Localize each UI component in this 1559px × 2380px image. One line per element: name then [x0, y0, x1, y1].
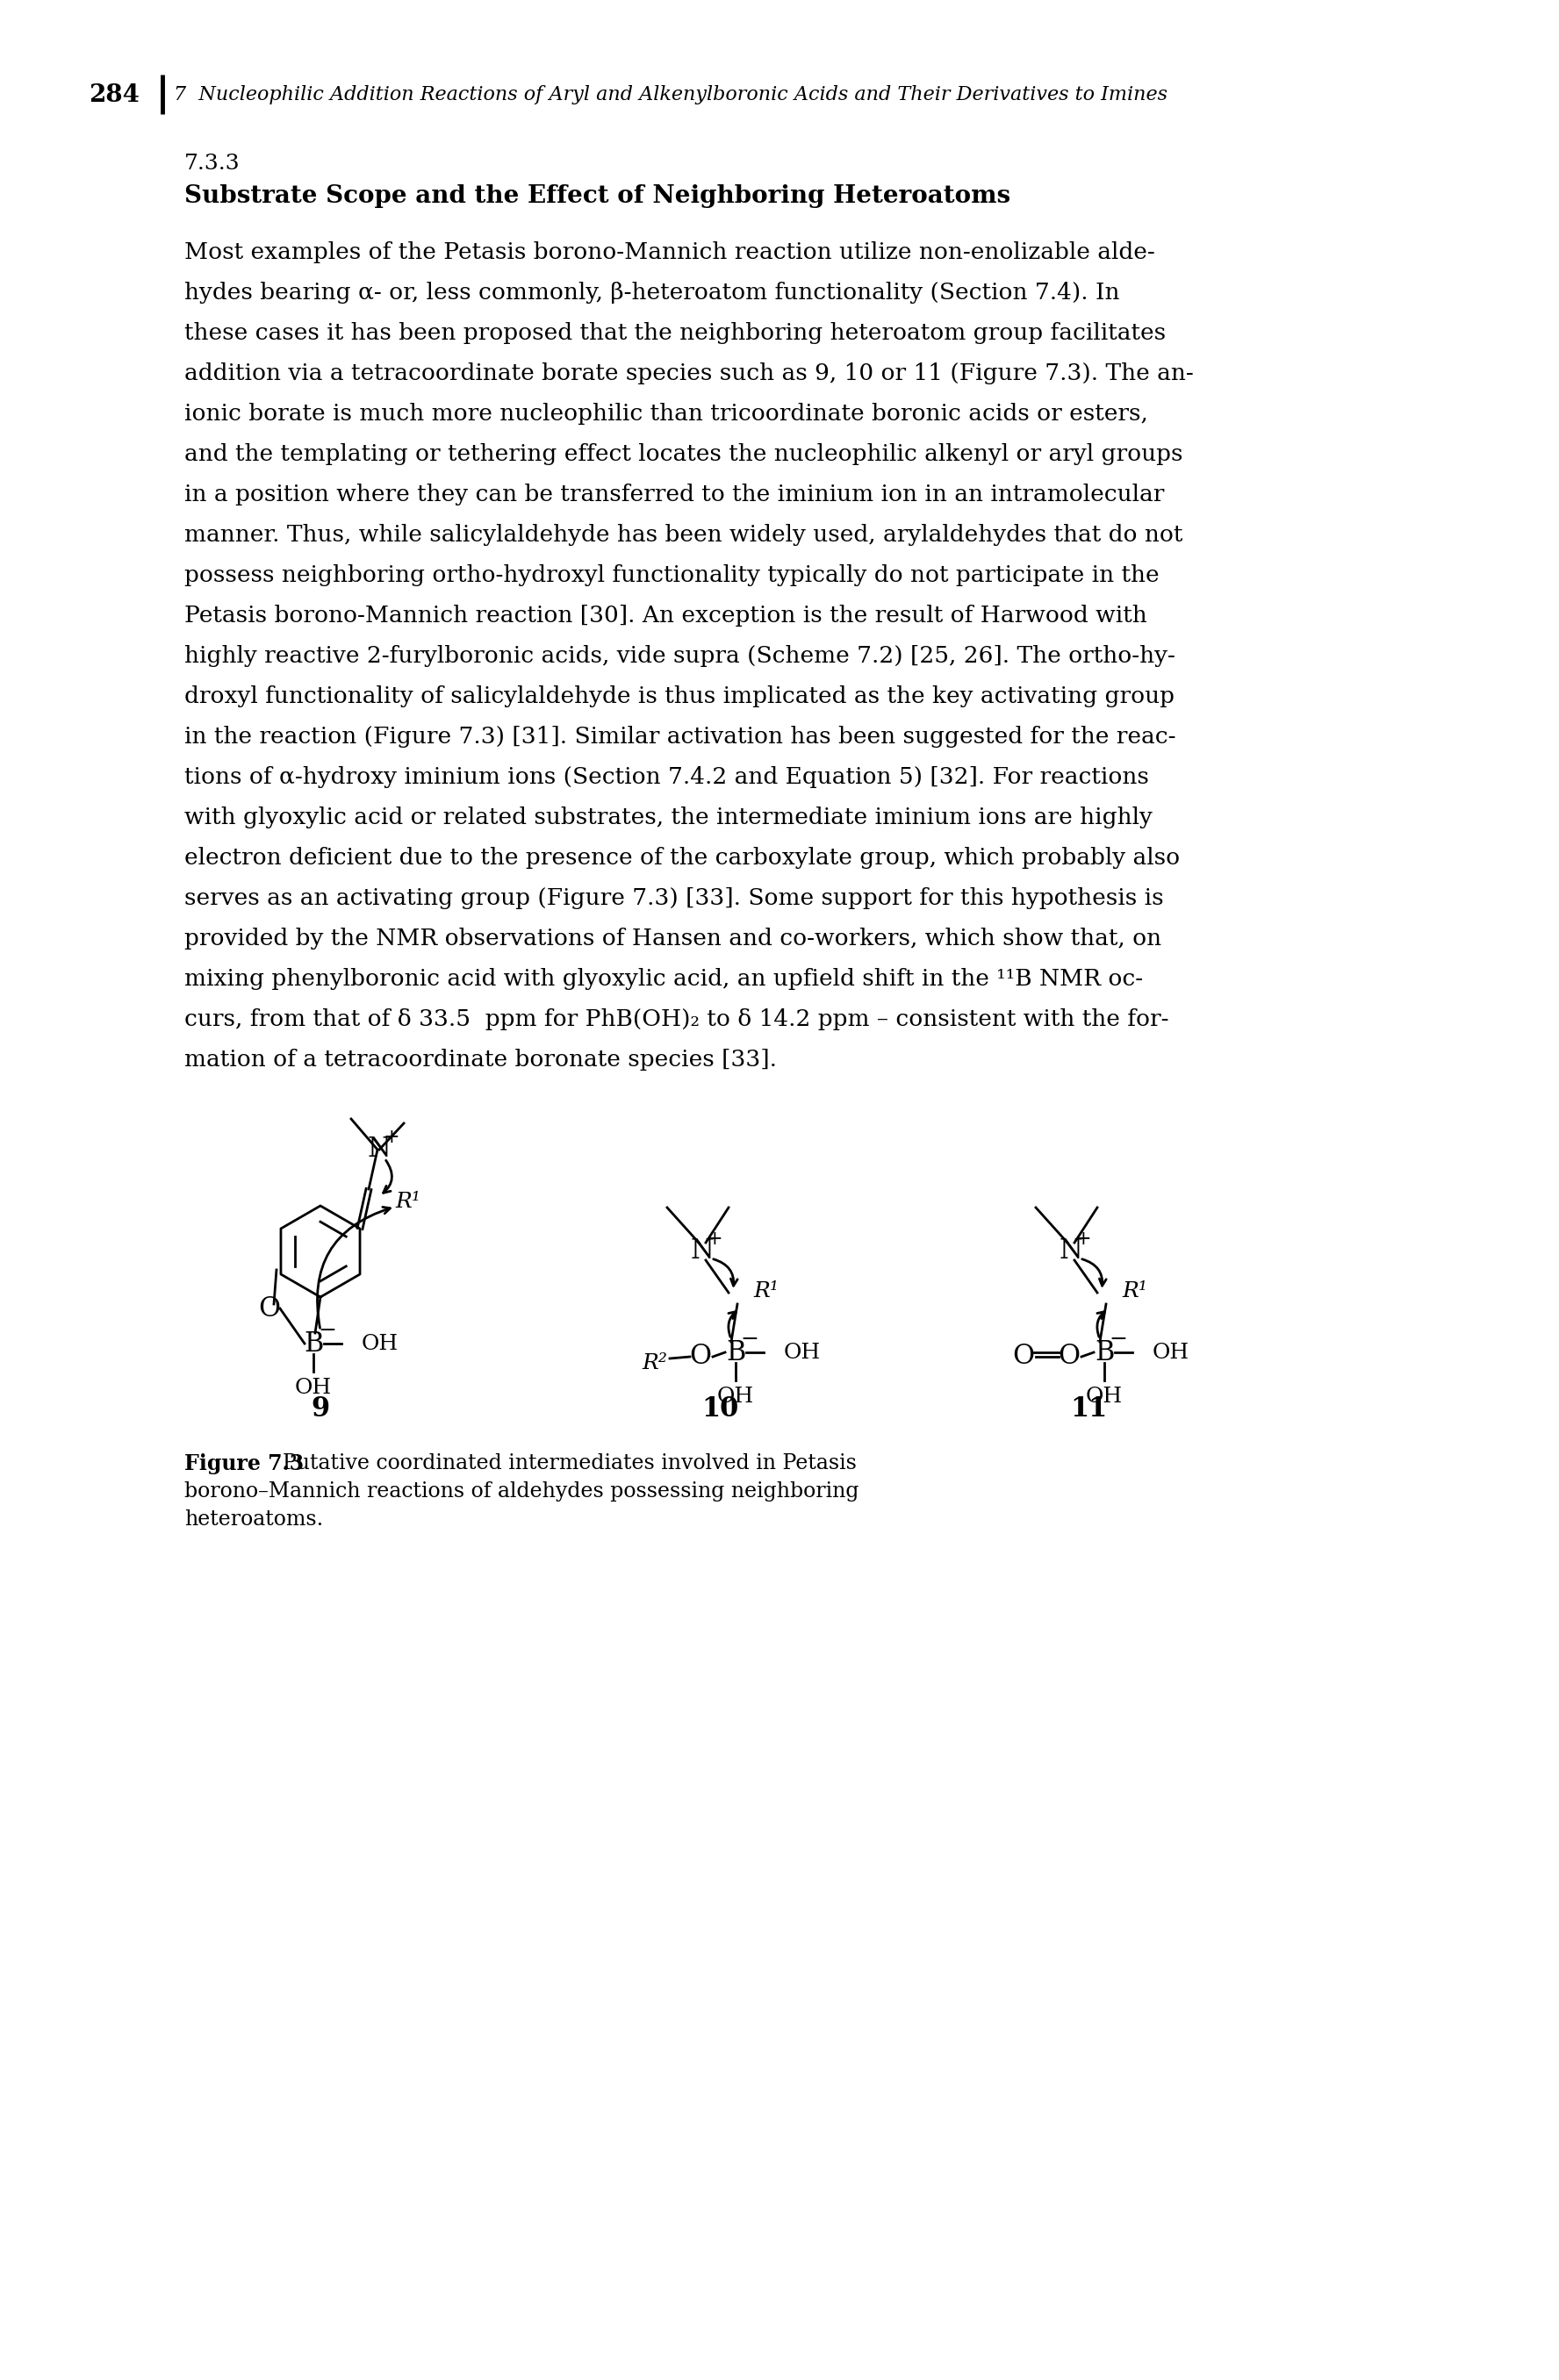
Text: electron deficient due to the presence of the carboxylate group, which probably : electron deficient due to the presence o…	[184, 847, 1180, 869]
Text: −: −	[741, 1330, 759, 1349]
Text: with glyoxylic acid or related substrates, the intermediate iminium ions are hig: with glyoxylic acid or related substrate…	[184, 807, 1152, 828]
Text: possess neighboring ortho-hydroxyl functionality typically do not participate in: possess neighboring ortho-hydroxyl funct…	[184, 564, 1160, 585]
Text: curs, from that of δ 33.5  ppm for PhB(OH)₂ to δ 14.2 ppm – consistent with the : curs, from that of δ 33.5 ppm for PhB(OH…	[184, 1009, 1169, 1031]
Text: OH: OH	[295, 1378, 332, 1397]
Text: N: N	[1059, 1238, 1082, 1266]
Text: O: O	[1059, 1342, 1080, 1371]
Text: OH: OH	[1152, 1342, 1190, 1361]
Text: borono–Mannich reactions of aldehydes possessing neighboring: borono–Mannich reactions of aldehydes po…	[184, 1480, 859, 1502]
Text: these cases it has been proposed that the neighboring heteroatom group facilitat: these cases it has been proposed that th…	[184, 321, 1166, 345]
Text: 284: 284	[89, 83, 139, 107]
Text: OH: OH	[362, 1333, 399, 1354]
Text: R¹: R¹	[1122, 1280, 1147, 1302]
Text: N: N	[368, 1135, 391, 1164]
Text: R¹: R¹	[753, 1280, 780, 1302]
Text: Figure 7.3: Figure 7.3	[184, 1454, 304, 1473]
Text: R²: R²	[642, 1354, 667, 1373]
Text: OH: OH	[1085, 1385, 1122, 1407]
Text: highly reactive 2-furylboronic acids, vide supra (Scheme 7.2) [25, 26]. The orth: highly reactive 2-furylboronic acids, vi…	[184, 645, 1175, 666]
Text: Substrate Scope and the Effect of Neighboring Heteroatoms: Substrate Scope and the Effect of Neighb…	[184, 183, 1010, 207]
Text: B: B	[304, 1330, 323, 1357]
Text: tions of α-hydroxy iminium ions (Section 7.4.2 and Equation 5) [32]. For reactio: tions of α-hydroxy iminium ions (Section…	[184, 766, 1149, 788]
Text: N: N	[691, 1238, 714, 1266]
Text: ionic borate is much more nucleophilic than tricoordinate boronic acids or ester: ionic borate is much more nucleophilic t…	[184, 402, 1147, 424]
Text: in the reaction (Figure 7.3) [31]. Similar activation has been suggested for the: in the reaction (Figure 7.3) [31]. Simil…	[184, 726, 1175, 747]
Text: 9: 9	[312, 1395, 329, 1423]
Text: +: +	[384, 1128, 399, 1147]
Text: 7.3.3: 7.3.3	[184, 155, 240, 174]
Text: OH: OH	[784, 1342, 822, 1361]
Text: −: −	[318, 1321, 337, 1342]
Text: mation of a tetracoordinate boronate species [33].: mation of a tetracoordinate boronate spe…	[184, 1050, 776, 1071]
Text: OH: OH	[717, 1385, 755, 1407]
Text: O: O	[689, 1342, 711, 1371]
Text: serves as an activating group (Figure 7.3) [33]. Some support for this hypothesi: serves as an activating group (Figure 7.…	[184, 888, 1163, 909]
Text: manner. Thus, while salicylaldehyde has been widely used, arylaldehydes that do : manner. Thus, while salicylaldehyde has …	[184, 524, 1183, 545]
Text: hydes bearing α- or, less commonly, β-heteroatom functionality (Section 7.4). In: hydes bearing α- or, less commonly, β-he…	[184, 281, 1119, 305]
Text: Petasis borono-Mannich reaction [30]. An exception is the result of Harwood with: Petasis borono-Mannich reaction [30]. An…	[184, 605, 1147, 626]
Text: 10: 10	[702, 1395, 739, 1423]
Text: heteroatoms.: heteroatoms.	[184, 1509, 323, 1530]
Text: O: O	[259, 1295, 281, 1321]
Text: B: B	[726, 1338, 745, 1366]
Text: Putative coordinated intermediates involved in Petasis: Putative coordinated intermediates invol…	[282, 1454, 856, 1473]
Text: provided by the NMR observations of Hansen and co-workers, which show that, on: provided by the NMR observations of Hans…	[184, 928, 1161, 950]
Text: and the templating or tethering effect locates the nucleophilic alkenyl or aryl : and the templating or tethering effect l…	[184, 443, 1183, 464]
Text: in a position where they can be transferred to the iminium ion in an intramolecu: in a position where they can be transfer…	[184, 483, 1165, 505]
Text: R¹: R¹	[396, 1192, 421, 1211]
Text: 7  Nucleophilic Addition Reactions of Aryl and Alkenylboronic Acids and Their De: 7 Nucleophilic Addition Reactions of Ary…	[173, 86, 1168, 105]
Text: mixing phenylboronic acid with glyoxylic acid, an upfield shift in the ¹¹B NMR o: mixing phenylboronic acid with glyoxylic…	[184, 969, 1143, 990]
Text: 11: 11	[1069, 1395, 1107, 1423]
Text: addition via a tetracoordinate borate species such as 9, 10 or 11 (Figure 7.3). : addition via a tetracoordinate borate sp…	[184, 362, 1194, 386]
Text: −: −	[1108, 1330, 1127, 1349]
Text: Most examples of the Petasis borono-Mannich reaction utilize non-enolizable alde: Most examples of the Petasis borono-Mann…	[184, 240, 1155, 264]
Text: O: O	[1012, 1342, 1035, 1371]
Text: +: +	[706, 1230, 723, 1250]
Text: B: B	[1094, 1338, 1115, 1366]
Text: +: +	[1076, 1230, 1091, 1250]
Text: droxyl functionality of salicylaldehyde is thus implicated as the key activating: droxyl functionality of salicylaldehyde …	[184, 685, 1174, 707]
